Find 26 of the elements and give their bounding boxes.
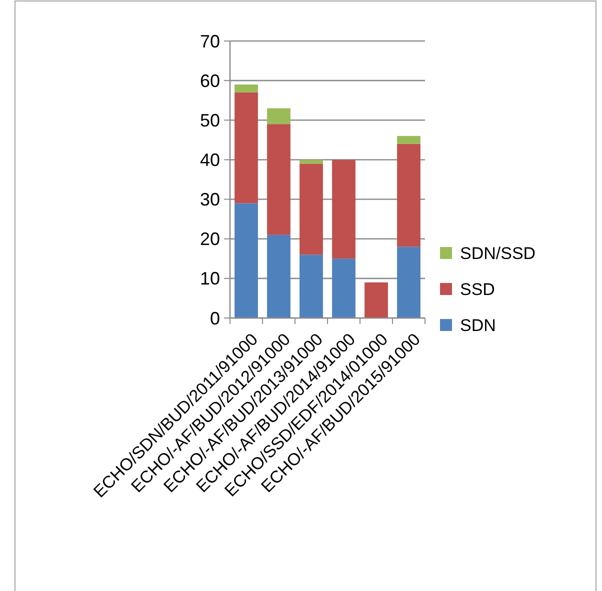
bar [364, 282, 388, 318]
y-tick-label: 10 [200, 268, 220, 289]
bar [300, 254, 323, 318]
bar [234, 203, 258, 318]
bar [300, 164, 323, 255]
bar [267, 124, 290, 235]
bar [234, 92, 258, 204]
legend-label: SDN/SSD [460, 244, 536, 263]
bar [397, 246, 420, 318]
y-tick-label: 60 [200, 70, 220, 91]
bar [267, 234, 290, 318]
bar [397, 136, 420, 144]
bar [267, 108, 290, 124]
bar [397, 144, 420, 247]
bar [332, 160, 356, 259]
y-tick-label: 70 [200, 31, 220, 52]
y-tick-label: 0 [210, 308, 220, 328]
y-tick-label: 30 [200, 190, 220, 210]
y-tick-label: 20 [200, 229, 220, 250]
legend-label: SDN [460, 316, 496, 335]
bar [234, 84, 258, 92]
y-tick-label: 50 [200, 110, 220, 130]
legend-label: SSD [460, 280, 495, 299]
y-tick-label: 40 [200, 150, 220, 170]
bar [300, 160, 323, 164]
bar [332, 258, 356, 318]
